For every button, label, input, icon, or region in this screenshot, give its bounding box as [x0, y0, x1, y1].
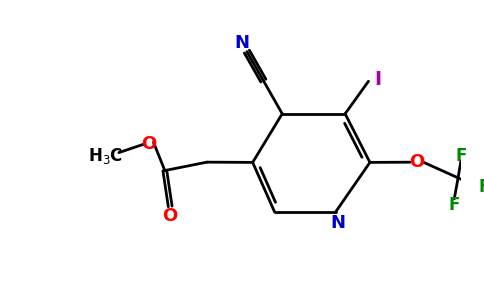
Text: I: I	[375, 70, 381, 89]
Text: H$_3$C: H$_3$C	[88, 146, 123, 167]
Text: N: N	[330, 214, 345, 232]
Text: F: F	[478, 178, 484, 196]
Text: O: O	[163, 207, 178, 225]
Text: O: O	[141, 135, 156, 153]
Text: F: F	[455, 147, 467, 165]
Text: O: O	[409, 153, 424, 171]
Text: F: F	[449, 196, 460, 214]
Text: N: N	[235, 34, 250, 52]
